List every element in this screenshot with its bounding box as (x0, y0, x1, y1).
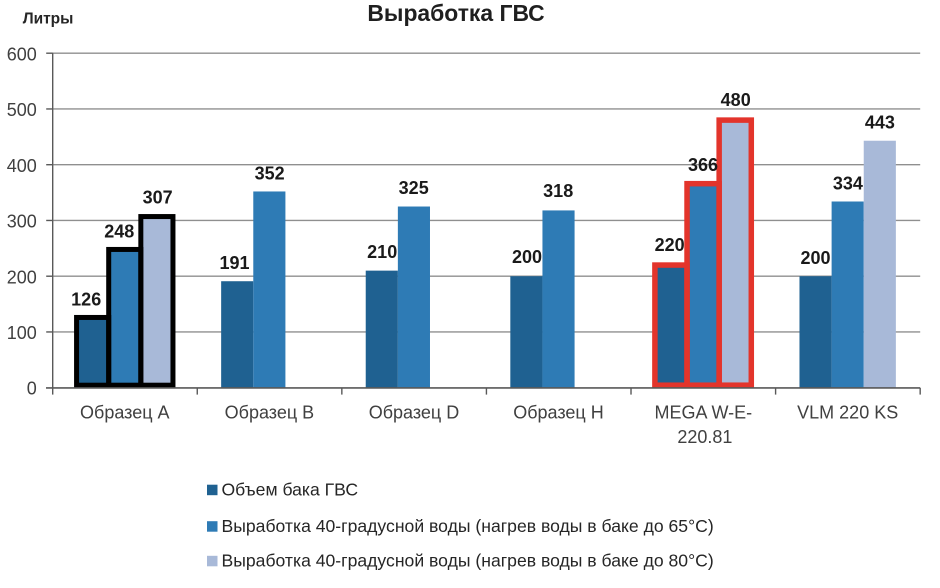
svg-text:200: 200 (800, 248, 830, 268)
svg-text:0: 0 (27, 379, 37, 399)
svg-text:Образец H: Образец H (513, 403, 604, 423)
svg-text:600: 600 (7, 44, 37, 64)
svg-text:Выработка 40-градусной воды (: Выработка 40-градусной воды (нагрев воды… (222, 551, 714, 571)
svg-text:Образец B: Образец B (225, 403, 315, 423)
svg-text:200: 200 (512, 247, 542, 267)
svg-text:200: 200 (7, 267, 37, 287)
svg-text:VLM 220 KS: VLM 220 KS (797, 403, 898, 423)
svg-text:366: 366 (688, 155, 718, 175)
svg-text:352: 352 (255, 163, 285, 183)
svg-text:318: 318 (543, 181, 573, 201)
svg-text:Выработка 40-градусной воды (: Выработка 40-градусной воды (нагрев воды… (222, 516, 714, 536)
svg-text:Выработка ГВС: Выработка ГВС (367, 0, 544, 26)
svg-text:307: 307 (143, 187, 173, 207)
svg-text:126: 126 (71, 289, 101, 309)
svg-text:100: 100 (7, 323, 37, 343)
svg-text:248: 248 (104, 221, 134, 241)
svg-text:443: 443 (865, 113, 895, 133)
svg-text:220.81: 220.81 (677, 427, 732, 447)
svg-text:480: 480 (721, 90, 751, 110)
svg-text:MEGA W-E-: MEGA W-E- (654, 403, 752, 423)
svg-text:325: 325 (399, 178, 429, 198)
svg-text:Образец A: Образец A (80, 403, 170, 423)
svg-text:Объем бака ГВС: Объем бака ГВС (222, 480, 359, 500)
svg-text:210: 210 (367, 242, 397, 262)
svg-text:500: 500 (7, 100, 37, 120)
svg-text:300: 300 (7, 212, 37, 232)
svg-text:334: 334 (833, 173, 863, 193)
svg-text:400: 400 (7, 156, 37, 176)
svg-text:Образец D: Образец D (369, 403, 460, 423)
svg-text:191: 191 (219, 253, 249, 273)
svg-text:Литры: Литры (23, 11, 74, 28)
svg-text:220: 220 (655, 235, 685, 255)
